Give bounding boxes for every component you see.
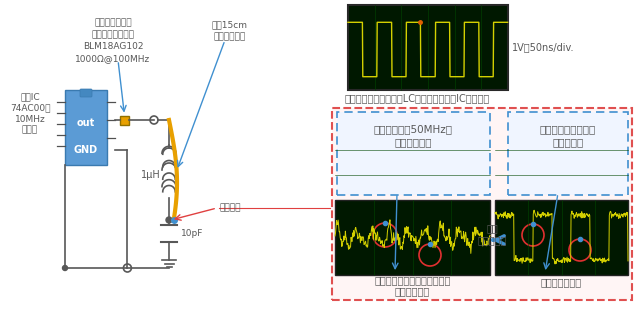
Text: 10MHz: 10MHz	[15, 114, 45, 123]
Text: 铁氧体磁珠: 铁氧体磁珠	[478, 235, 507, 245]
Text: 无铁氧体磁珠: 无铁氧体磁珠	[395, 286, 430, 296]
Circle shape	[150, 116, 158, 124]
Text: 1μH: 1μH	[141, 170, 161, 180]
Text: 连接15cm: 连接15cm	[212, 20, 248, 29]
Text: 导线作为天线: 导线作为天线	[214, 32, 246, 41]
Circle shape	[166, 217, 172, 223]
Text: 10pF: 10pF	[181, 229, 204, 238]
Text: 数字IC: 数字IC	[20, 92, 40, 101]
Bar	[495, 200, 628, 275]
Text: 连接铁氧体磁珠: 连接铁氧体磁珠	[94, 18, 132, 27]
FancyBboxPatch shape	[80, 89, 92, 97]
Text: 抑制了振铃: 抑制了振铃	[552, 137, 584, 147]
Bar	[508, 112, 628, 195]
Text: 连接: 连接	[486, 223, 499, 233]
Bar	[332, 108, 632, 300]
Text: out: out	[77, 118, 95, 128]
Text: （参照：正常连接、无LC谐振电路的数字IC的波形）: （参照：正常连接、无LC谐振电路的数字IC的波形）	[345, 93, 490, 103]
Text: 波形测量: 波形测量	[219, 203, 241, 212]
Text: 通过连接铁氧体磁珠: 通过连接铁氧体磁珠	[540, 124, 596, 134]
Bar	[120, 116, 129, 125]
Text: 连接铁氧体磁珠: 连接铁氧体磁珠	[541, 277, 582, 287]
Circle shape	[63, 265, 67, 271]
Bar	[337, 112, 490, 195]
Text: 连接了谐振电路时的电压波形: 连接了谐振电路时的电压波形	[374, 275, 451, 285]
Text: 周期产生振铃: 周期产生振铃	[395, 137, 432, 147]
Text: 处运作: 处运作	[22, 126, 38, 135]
Text: 1V，50ns/div.: 1V，50ns/div.	[512, 42, 575, 52]
FancyBboxPatch shape	[65, 90, 107, 165]
Text: 进行谐振抑制测试: 进行谐振抑制测试	[92, 30, 134, 39]
Bar	[348, 5, 508, 90]
Text: 在谐振频率（50MHz）: 在谐振频率（50MHz）	[374, 124, 453, 134]
Text: 1000Ω@100MHz: 1000Ω@100MHz	[76, 54, 150, 63]
Text: GND: GND	[74, 145, 98, 155]
Circle shape	[125, 265, 129, 271]
Text: 74AC00在: 74AC00在	[10, 104, 51, 113]
Text: BLM18AG102: BLM18AG102	[83, 42, 143, 51]
Bar	[335, 200, 490, 275]
Circle shape	[124, 264, 131, 272]
